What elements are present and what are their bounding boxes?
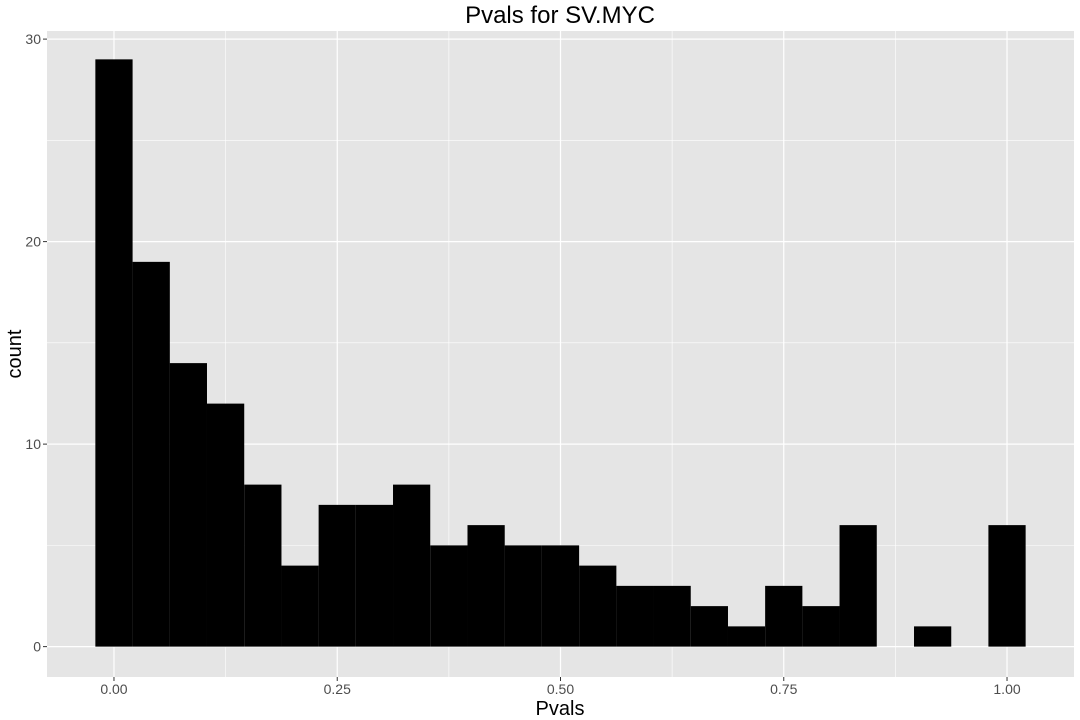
histogram-bar <box>914 626 952 647</box>
x-tick-label: 1.00 <box>993 681 1020 697</box>
x-tick-label: 0.50 <box>547 681 574 697</box>
histogram-bar <box>95 59 133 647</box>
histogram-bar <box>318 504 356 647</box>
histogram-bar <box>765 585 803 647</box>
histogram-bar <box>355 504 394 647</box>
histogram-bar <box>504 545 542 647</box>
histogram-bar <box>802 606 840 647</box>
histogram-bar <box>169 363 207 647</box>
histogram-bar <box>393 484 431 647</box>
histogram-bar <box>281 565 319 647</box>
histogram-bar <box>541 545 580 647</box>
histogram-bar <box>839 525 877 647</box>
histogram-bar <box>690 606 728 647</box>
y-tick-label: 30 <box>25 31 41 47</box>
histogram-bar <box>244 484 282 647</box>
histogram-bar <box>206 403 245 647</box>
y-tick-label: 10 <box>25 436 41 452</box>
chart-title: Pvals for SV.MYC <box>465 2 655 29</box>
histogram-bar <box>988 525 1026 647</box>
histogram-bar <box>467 525 505 647</box>
x-tick-label: 0.75 <box>770 681 797 697</box>
x-tick-label: 0.00 <box>100 681 127 697</box>
histogram-bars <box>95 59 1026 647</box>
x-tick-label: 0.25 <box>324 681 351 697</box>
y-tick-label: 20 <box>25 234 41 250</box>
x-axis-title: Pvals <box>536 698 585 720</box>
histogram-bar <box>579 565 617 647</box>
y-axis-title: count <box>4 329 26 378</box>
histogram-bar <box>430 545 468 647</box>
histogram-bar <box>616 585 654 647</box>
y-axis-ticks: 0 10 20 30 <box>25 31 47 655</box>
x-axis-ticks: 0.00 0.25 0.50 0.75 1.00 <box>100 677 1021 697</box>
histogram-bar <box>727 626 766 647</box>
histogram-bar <box>653 585 691 647</box>
y-tick-label: 0 <box>33 639 41 655</box>
histogram-bar <box>132 261 170 647</box>
